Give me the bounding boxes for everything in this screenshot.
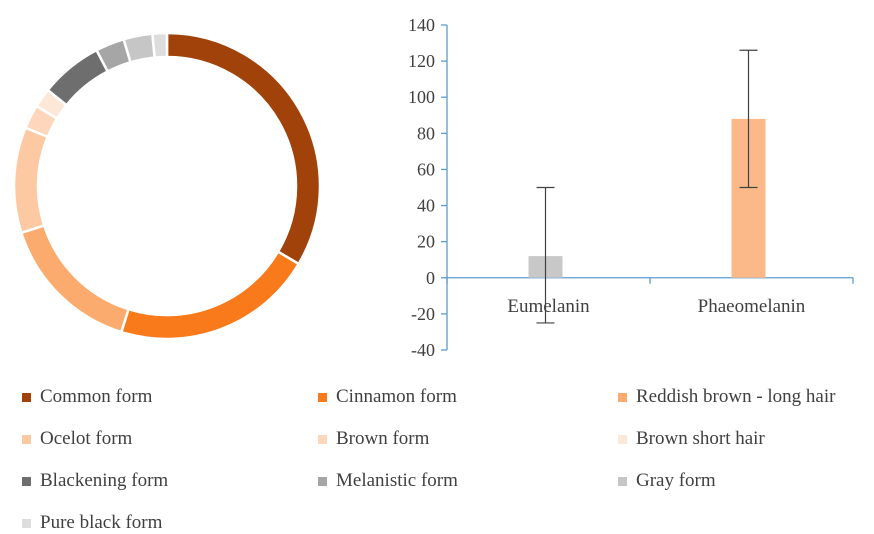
legend-swatch [318,476,327,486]
legend-item: Blackening form [22,470,168,492]
donut-slice [119,249,301,341]
donut-chart [12,31,322,341]
legend-swatch [22,392,31,402]
legend-label: Brown short hair [636,428,765,449]
legend-label: Melanistic form [336,470,458,491]
y-tick-label: 20 [417,232,435,252]
donut-slice [19,223,131,334]
y-tick-label: -40 [411,340,435,360]
legend-item: Common form [22,386,152,408]
legend-swatch [22,476,31,486]
y-tick-label: 140 [408,15,435,35]
legend-swatch [318,434,327,444]
donut-slice [12,126,50,235]
donut-slice [46,48,110,107]
x-category-label: Phaeomelanin [698,296,806,317]
legend-swatch [618,476,627,486]
legend-label: Ocelot form [40,428,133,449]
legend-item: Ocelot form [22,428,132,450]
legend-label: Cinnamon form [336,386,457,407]
legend-item: Pure black form [22,512,162,534]
legend-item: Melanistic form [318,470,458,492]
y-tick-label: 60 [417,159,435,179]
y-tick-label: -20 [411,304,435,324]
legend-item: Gray form [618,470,716,492]
legend-label: Gray form [636,470,716,491]
legend-item: Reddish brown - long hair [618,386,835,408]
donut-slice [165,31,322,266]
y-tick-label: 100 [408,87,435,107]
legend-label: Reddish brown - long hair [636,386,836,407]
legend-item: Brown short hair [618,428,765,450]
legend-item: Cinnamon form [318,386,457,408]
legend-label: Blackening form [40,470,169,491]
legend-swatch [618,392,627,402]
legend-swatch [22,434,31,444]
legend-label: Brown form [336,428,430,449]
donut-slice [151,31,169,59]
bar-chart: 140 120 100 80 60 40 20 0 -20 -40 Eumelanin Phaeome… [408,15,854,360]
y-tick-label: 40 [417,196,435,216]
legend-label: Common form [40,386,153,407]
y-tick-label: 0 [426,268,435,288]
legend-item: Brown form [318,428,429,450]
legend-swatch [618,434,627,444]
legend-swatch [318,392,327,402]
y-tick-label: 120 [408,51,435,71]
y-tick-label: 80 [417,123,435,143]
donut-slice [122,32,157,64]
x-category-label: Eumelanin [507,296,590,317]
legend-label: Pure black form [40,512,163,533]
legend-swatch [22,518,31,528]
